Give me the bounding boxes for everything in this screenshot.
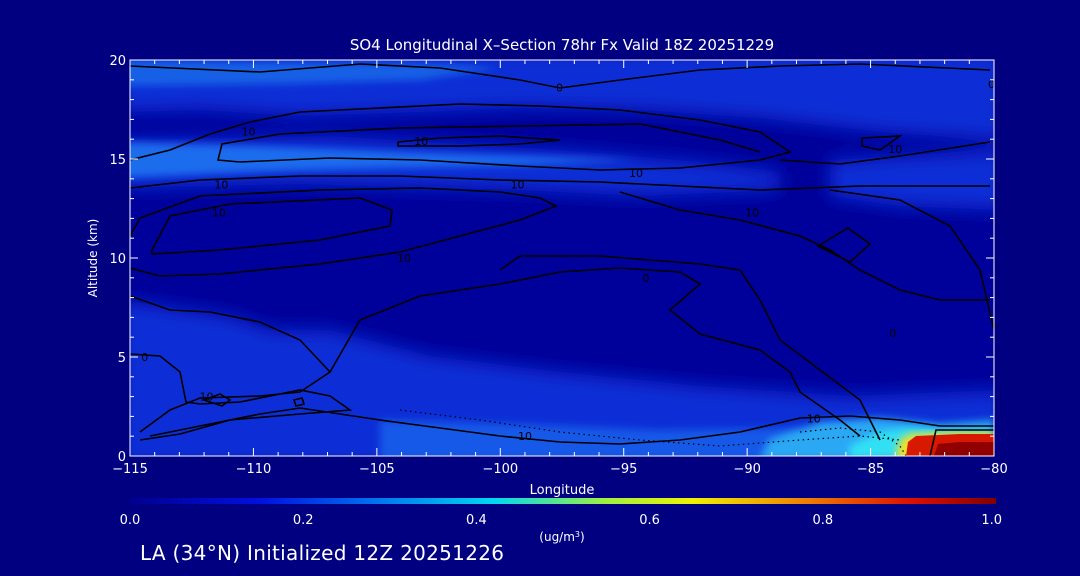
colorbar-tick-label: 0.2 xyxy=(293,513,314,528)
y-tick-label: 10 xyxy=(109,252,126,267)
x-tick-label: −105 xyxy=(359,462,395,477)
contour-label: 10 xyxy=(629,167,643,180)
x-tick-label: −95 xyxy=(610,462,637,477)
colorbar-strip xyxy=(130,498,996,504)
contour-labels: 0 10 10 10 10 10 10 10 10 10 0 0 0 0 10 10 10 xyxy=(141,78,995,443)
y-tick-label: 0 xyxy=(118,450,126,465)
colorbar-tick-label: 0.4 xyxy=(466,513,487,528)
colorbar-tick-label: 0.8 xyxy=(812,513,833,528)
x-tick-label: −80 xyxy=(980,462,1007,477)
contour-line-mid-west xyxy=(130,187,558,277)
contour-label: 10 xyxy=(397,252,411,265)
contour-label: 10 xyxy=(745,206,759,219)
contour-line-upper-loop xyxy=(130,103,792,171)
contour-lines xyxy=(130,63,994,456)
y-tick-label: 20 xyxy=(109,54,126,69)
contour-label: 0 xyxy=(988,78,995,91)
colorbar-tick-label: 1.0 xyxy=(981,513,1002,528)
contour-line-surface xyxy=(149,407,994,445)
contour-line-tiny-west xyxy=(292,397,306,407)
chart-title: SO4 Longitudinal X–Section 78hr Fx Valid… xyxy=(350,36,774,54)
x-tick-label: −90 xyxy=(733,462,760,477)
region-lower-troposphere xyxy=(130,330,994,456)
contour-line-center-upper xyxy=(499,255,881,441)
x-axis-label: Longitude xyxy=(530,483,595,498)
contour-line-upper-east xyxy=(779,141,991,165)
x-tick-label: −115 xyxy=(112,462,148,477)
contour-label: 10 xyxy=(888,143,902,156)
y-tick-label: 15 xyxy=(109,153,126,168)
contour-label: 10 xyxy=(200,391,214,404)
region-east-plume-deep xyxy=(934,442,994,456)
colorbar-ticks: 0.0 0.2 0.4 0.6 0.8 1.0 xyxy=(120,513,1002,528)
contour-line-small-west xyxy=(201,393,232,407)
contour-label: 10 xyxy=(807,412,821,425)
y-axis-label: Altitude (km) xyxy=(86,219,100,298)
contour-label: 10 xyxy=(518,430,532,443)
colorbar-unit: (ug/m3) xyxy=(539,530,584,545)
contour-line-plume-boundary xyxy=(929,429,994,456)
init-footer: LA (34°N) Initialized 12Z 20251226 xyxy=(140,541,505,565)
axes: −115 −110 −105 −100 −95 −90 −85 −80 0 5 10 15 20 xyxy=(109,54,1007,477)
contour-label: 0 xyxy=(556,82,563,95)
contour-label: 10 xyxy=(212,206,226,219)
contour-line-center-arc xyxy=(329,267,861,437)
contour-line-diamond xyxy=(816,227,872,263)
colorbar-tick-label: 0.6 xyxy=(639,513,660,528)
x-tick-label: −100 xyxy=(482,462,518,477)
contour-line-small-loop xyxy=(397,135,561,147)
contour-line-mid-band xyxy=(130,175,990,191)
contour-label: 0 xyxy=(642,272,649,285)
colorbar: 0.0 0.2 0.4 0.6 0.8 1.0 (ug/m3) xyxy=(120,498,1002,544)
contour-label: 10 xyxy=(214,179,228,192)
region-east-band xyxy=(830,150,994,210)
contour-label: 0 xyxy=(141,351,148,364)
contour-label: 10 xyxy=(241,125,255,138)
y-tick-label: 5 xyxy=(118,351,126,366)
dotted-contours xyxy=(399,409,907,456)
colorbar-tick-label: 0.0 xyxy=(120,513,141,528)
contour-label: 10 xyxy=(511,179,525,192)
dotted-contour-plume xyxy=(799,427,907,456)
contour-line-east-loop xyxy=(861,135,903,151)
contour-line-top xyxy=(130,63,991,89)
contour-label: 0 xyxy=(889,327,896,340)
region-west-lower xyxy=(130,301,320,409)
concentration-field: 0 10 10 10 10 10 10 10 10 10 0 0 0 0 10 10 10 xyxy=(130,60,995,456)
contour-line-mid-east xyxy=(619,191,990,301)
contour-line-west-loop xyxy=(151,197,393,255)
x-tick-label: −110 xyxy=(236,462,272,477)
contour-line-east-tall xyxy=(829,189,994,331)
contour-label: 10 xyxy=(414,135,428,148)
x-tick-label: −85 xyxy=(857,462,884,477)
